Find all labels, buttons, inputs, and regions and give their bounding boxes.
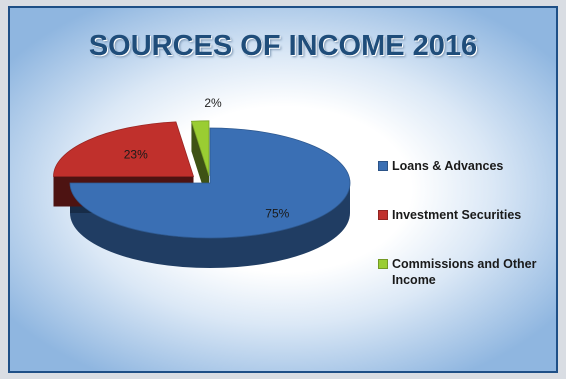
chart-title: SOURCES OF INCOME 2016 (88, 30, 478, 62)
legend-label-3: Commissions and Other Income (392, 257, 537, 287)
pie-label-3: 2% (204, 96, 222, 110)
legend-item-1: Loans & Advances (378, 158, 556, 174)
pie-slice-side-1 (70, 183, 350, 268)
legend-item-2: Investment Securities (378, 207, 556, 223)
pie-slice-3 (190, 120, 210, 176)
pie-slice-2 (53, 121, 195, 177)
legend-item-3: Commissions and Other Income (378, 256, 556, 288)
pie-label-1: 75% (265, 206, 289, 220)
legend-label-2: Investment Securities (392, 208, 522, 222)
pie-slice-1 (69, 127, 351, 239)
chart-frame: SOURCES OF INCOME 2016 75% 23% 2% Loans & … (8, 6, 558, 373)
pie-chart: 75% 23% 2% (53, 96, 351, 268)
legend-swatch-2 (378, 210, 388, 220)
pie-label-2: 23% (124, 148, 148, 162)
chart-legend: Loans & Advances Investment Securities Com… (378, 158, 556, 321)
legend-label-1: Loans & Advances (392, 159, 504, 173)
legend-swatch-3 (378, 259, 388, 269)
legend-swatch-1 (378, 161, 388, 171)
